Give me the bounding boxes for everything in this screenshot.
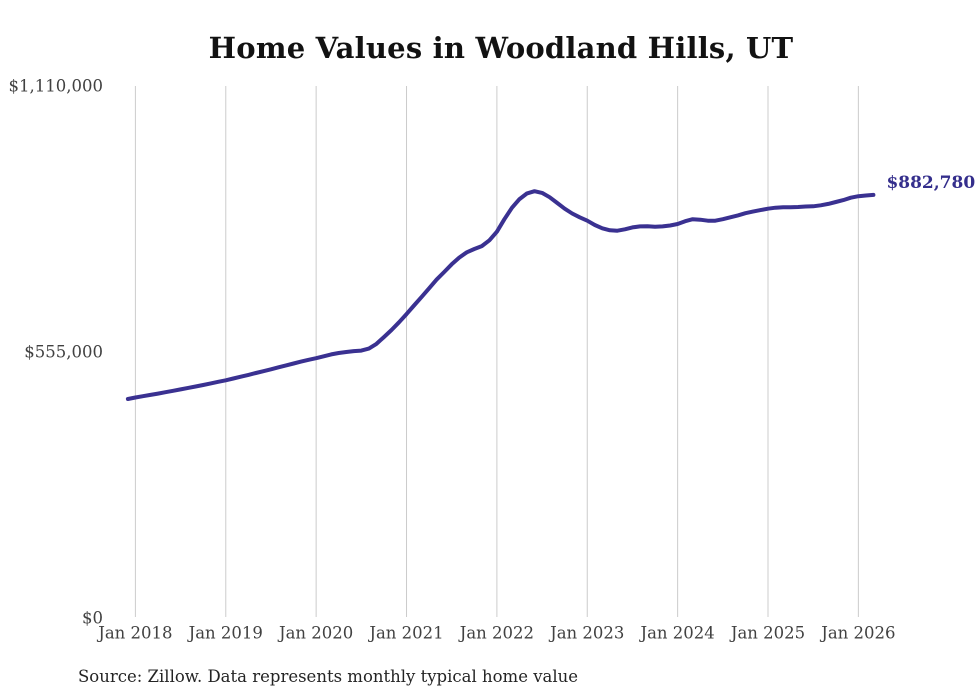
x-tick-label: Jan 2023 (548, 624, 624, 643)
x-tick-label: Jan 2019 (187, 624, 263, 643)
x-tick-label: Jan 2018 (96, 624, 172, 643)
x-tick-label: Jan 2026 (819, 624, 895, 643)
source-note: Source: Zillow. Data represents monthly … (78, 667, 579, 686)
home-value-line (125, 189, 876, 401)
y-tick-label: $555,000 (24, 343, 103, 362)
chart-title: Home Values in Woodland Hills, UT (208, 31, 794, 65)
x-tick-label: Jan 2025 (729, 624, 805, 643)
current-value-label: $882,780 (886, 173, 975, 193)
y-tick-label: $1,110,000 (9, 77, 103, 96)
x-tick-label: Jan 2021 (367, 624, 443, 643)
y-tick-label: $0 (82, 609, 103, 628)
x-tick-label: Jan 2020 (277, 624, 353, 643)
x-tick-label: Jan 2024 (638, 624, 714, 643)
x-tick-label: Jan 2022 (458, 624, 534, 643)
